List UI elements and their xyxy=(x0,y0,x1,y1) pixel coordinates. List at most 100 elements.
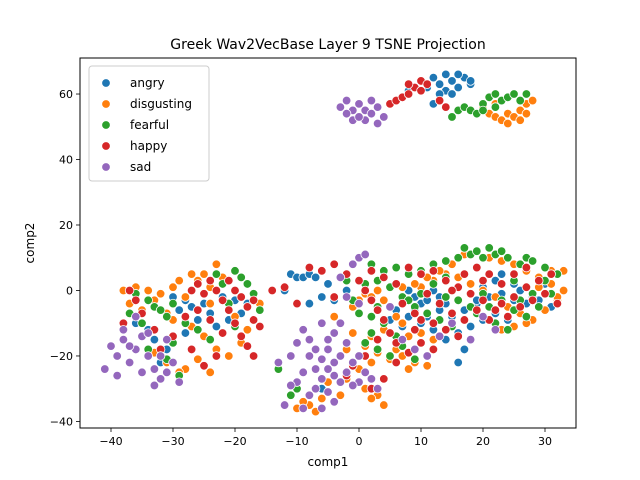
data-point-sad xyxy=(286,380,296,391)
data-point-fearful xyxy=(428,279,439,289)
data-point-happy xyxy=(391,357,401,368)
data-point-happy xyxy=(416,338,426,348)
data-point-happy xyxy=(242,341,253,351)
data-point-happy xyxy=(441,275,451,286)
data-point-happy xyxy=(186,344,197,355)
data-point-sad xyxy=(310,344,321,355)
data-point-sad xyxy=(106,341,116,351)
data-point-sad xyxy=(310,364,321,374)
data-point-happy xyxy=(292,298,302,309)
data-point-happy xyxy=(242,302,253,312)
data-point-angry xyxy=(149,334,160,345)
data-point-happy xyxy=(248,351,259,361)
data-point-sad xyxy=(354,112,364,122)
data-point-happy xyxy=(447,308,457,319)
data-point-sad xyxy=(397,334,408,345)
data-point-sad xyxy=(118,325,129,335)
data-point-happy xyxy=(211,351,222,361)
data-point-sad xyxy=(341,292,352,302)
data-point-sad xyxy=(317,403,327,414)
data-point-happy xyxy=(186,285,197,296)
data-point-happy xyxy=(403,79,414,89)
data-point-happy xyxy=(428,344,439,355)
data-point-happy xyxy=(478,295,488,306)
data-point-fearful xyxy=(515,95,525,106)
data-point-fearful xyxy=(391,262,401,273)
legend-marker-sad xyxy=(101,162,111,172)
data-point-sad xyxy=(385,302,395,312)
data-point-disgusting xyxy=(348,328,358,338)
x-tick-label: −40 xyxy=(99,435,122,448)
data-point-sad xyxy=(273,357,284,368)
data-point-disgusting xyxy=(366,393,377,404)
data-point-sad xyxy=(298,325,308,335)
data-point-disgusting xyxy=(503,118,513,129)
data-point-sad xyxy=(478,311,488,322)
data-point-happy xyxy=(205,275,215,286)
chart-title: Greek Wav2VecBase Layer 9 TSNE Projectio… xyxy=(170,37,485,53)
data-point-fearful xyxy=(521,89,532,99)
data-point-disgusting xyxy=(422,361,432,371)
data-point-disgusting xyxy=(521,108,532,119)
data-point-disgusting xyxy=(527,95,538,106)
data-point-happy xyxy=(534,275,544,286)
data-point-fearful xyxy=(459,243,470,253)
data-point-sad xyxy=(323,364,333,374)
data-point-happy xyxy=(199,289,209,299)
data-point-fearful xyxy=(472,246,482,256)
data-point-angry xyxy=(180,328,191,338)
data-point-happy xyxy=(372,334,383,345)
data-point-sad xyxy=(162,334,172,345)
data-point-angry xyxy=(465,321,476,332)
data-point-happy xyxy=(224,275,234,286)
y-axis-ticks: −40 −20 0 20 40 60 xyxy=(50,88,80,428)
data-point-sad xyxy=(323,387,333,397)
data-point-disgusting xyxy=(205,367,215,378)
data-point-fearful xyxy=(360,338,370,348)
data-point-happy xyxy=(131,295,141,306)
data-point-happy xyxy=(248,295,259,306)
data-point-sad xyxy=(379,112,389,122)
data-point-angry xyxy=(496,269,507,279)
data-point-happy xyxy=(546,269,556,279)
data-point-happy xyxy=(453,331,463,342)
data-point-disgusting xyxy=(155,289,166,299)
legend-box xyxy=(88,65,210,182)
data-point-fearful xyxy=(205,334,215,345)
data-point-sad xyxy=(155,374,166,384)
data-point-happy xyxy=(354,275,364,286)
data-point-sad xyxy=(348,380,358,391)
data-point-happy xyxy=(447,285,457,296)
data-point-angry xyxy=(211,321,222,332)
data-point-happy xyxy=(434,95,445,106)
data-points xyxy=(100,69,569,417)
data-point-angry xyxy=(453,357,463,368)
data-point-sad xyxy=(434,331,445,342)
data-point-fearful xyxy=(447,112,457,122)
data-point-sad xyxy=(410,344,420,355)
data-point-happy xyxy=(217,328,228,338)
data-point-fearful xyxy=(286,390,296,400)
data-point-happy xyxy=(217,295,228,306)
data-point-disgusting xyxy=(366,357,377,368)
data-point-happy xyxy=(496,298,507,309)
data-point-happy xyxy=(379,374,389,384)
data-point-sad xyxy=(131,311,141,322)
data-point-fearful xyxy=(255,305,265,315)
data-point-fearful xyxy=(385,351,395,361)
data-point-sad xyxy=(304,351,315,361)
data-point-happy xyxy=(472,262,482,273)
data-point-disgusting xyxy=(180,292,191,302)
data-point-sad xyxy=(279,400,290,410)
data-point-happy xyxy=(224,305,234,315)
data-point-happy xyxy=(509,269,519,279)
data-point-happy xyxy=(403,262,414,273)
data-point-disgusting xyxy=(397,318,408,328)
data-point-sad xyxy=(292,338,302,348)
data-point-happy xyxy=(372,305,383,315)
data-point-happy xyxy=(403,89,414,99)
data-point-sad xyxy=(304,334,315,345)
data-point-angry xyxy=(447,89,457,99)
data-point-disgusting xyxy=(410,279,420,289)
data-point-sad xyxy=(372,118,383,129)
